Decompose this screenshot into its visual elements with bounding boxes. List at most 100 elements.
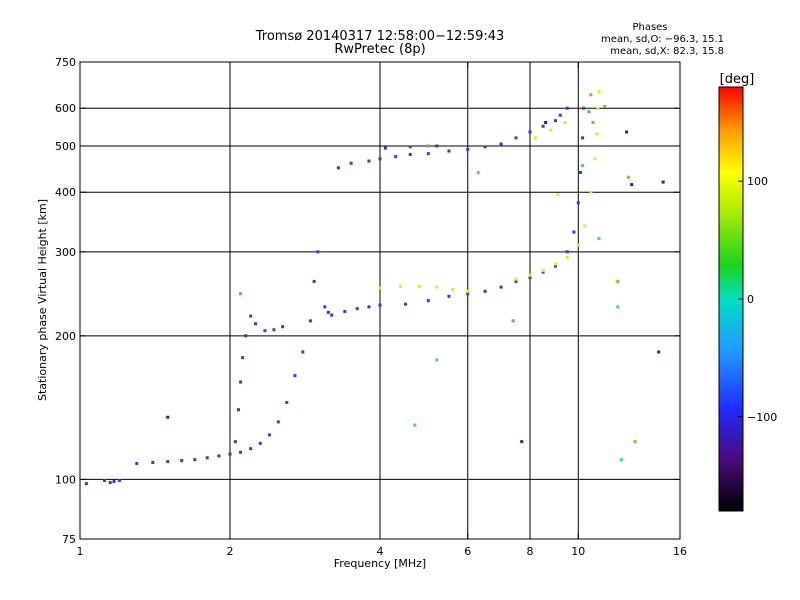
- x-tick-label: 2: [227, 545, 234, 558]
- data-point: [556, 193, 560, 197]
- data-point: [597, 236, 601, 240]
- x-axis-ticks: 1 2 4 6 8 10 16: [77, 62, 687, 558]
- x-tick-label: 4: [377, 545, 384, 558]
- data-point: [249, 314, 253, 318]
- x-tick-label: 8: [527, 545, 534, 558]
- y-tick-label: 500: [55, 140, 76, 153]
- colorbar-tick-label: 0: [747, 293, 754, 306]
- data-point: [549, 128, 553, 132]
- data-point: [597, 90, 601, 94]
- data-point: [565, 250, 569, 254]
- data-point: [572, 230, 576, 234]
- data-point: [205, 456, 209, 460]
- x-axis-label: Frequency [MHz]: [334, 557, 426, 570]
- data-point: [589, 190, 593, 194]
- data-point: [413, 423, 417, 427]
- data-point: [595, 132, 599, 136]
- data-point: [378, 303, 382, 307]
- data-point: [514, 279, 518, 283]
- data-point: [528, 130, 532, 134]
- chart-subtitle: RwPretec (8p): [334, 42, 425, 57]
- data-point: [285, 400, 289, 404]
- data-point: [276, 420, 280, 424]
- data-point: [593, 157, 597, 161]
- data-point: [466, 147, 470, 151]
- data-point: [228, 452, 232, 456]
- data-points: [84, 90, 665, 486]
- y-tick-label: 300: [55, 246, 76, 259]
- data-point: [499, 285, 503, 289]
- data-point: [528, 276, 532, 280]
- data-point: [435, 144, 439, 148]
- data-point: [426, 144, 430, 148]
- data-point: [343, 309, 347, 313]
- x-tick-label: 16: [673, 545, 687, 558]
- data-point: [378, 286, 382, 290]
- data-point: [578, 170, 582, 174]
- phase-box-x: mean, sd,X: 82.3, 15.8: [610, 46, 724, 57]
- data-point: [135, 461, 139, 465]
- x-tick-label: 1: [77, 545, 84, 558]
- data-point: [616, 279, 620, 283]
- data-point: [514, 277, 518, 281]
- data-point: [239, 292, 243, 296]
- y-tick-label: 400: [55, 186, 76, 199]
- colorbar-label: [deg]: [720, 72, 755, 87]
- colorbar-ticks: 100 0 −100: [738, 175, 777, 424]
- data-point: [316, 250, 320, 254]
- y-tick-label: 600: [55, 102, 76, 115]
- data-point: [244, 334, 248, 338]
- colorbar-tick-label: 100: [747, 175, 768, 188]
- y-tick-label: 750: [55, 56, 76, 69]
- data-point: [476, 170, 480, 174]
- phase-box-o: mean, sd,O: −96.3, 15.1: [601, 34, 724, 45]
- data-point: [625, 130, 629, 134]
- data-point: [383, 146, 387, 150]
- data-point: [541, 270, 545, 274]
- data-point: [408, 145, 412, 149]
- data-point: [520, 440, 524, 444]
- data-point: [565, 255, 569, 259]
- y-tick-label: 200: [55, 330, 76, 343]
- data-point: [166, 415, 170, 419]
- data-point: [378, 157, 382, 161]
- data-point: [394, 155, 398, 159]
- y-axis-label: Stationary phase Virtual Height [km]: [36, 199, 49, 401]
- data-point: [553, 264, 557, 268]
- data-point: [239, 380, 243, 384]
- data-point: [408, 152, 412, 156]
- data-point: [466, 292, 470, 296]
- data-point: [619, 458, 623, 462]
- data-point: [576, 243, 580, 247]
- data-point: [499, 142, 503, 146]
- data-point: [451, 288, 455, 292]
- x-tick-label: 10: [571, 545, 585, 558]
- data-point: [166, 460, 170, 464]
- data-point: [581, 136, 585, 140]
- data-point: [417, 284, 421, 288]
- data-point: [582, 106, 586, 110]
- data-point: [112, 479, 116, 483]
- data-point: [399, 284, 403, 288]
- data-point: [217, 454, 221, 458]
- data-point: [272, 328, 276, 332]
- data-point: [466, 289, 470, 293]
- data-point: [241, 356, 245, 360]
- data-point: [367, 305, 371, 309]
- data-point: [236, 408, 240, 412]
- data-point: [541, 269, 545, 273]
- data-point: [403, 302, 407, 306]
- data-point: [483, 289, 487, 293]
- data-point: [603, 105, 607, 109]
- data-point: [301, 350, 305, 354]
- data-point: [253, 322, 257, 326]
- data-point: [267, 433, 271, 437]
- data-point: [447, 294, 451, 298]
- data-point: [426, 152, 430, 156]
- data-point: [180, 459, 184, 463]
- data-point: [626, 175, 630, 179]
- data-point: [151, 461, 155, 465]
- data-point: [553, 262, 557, 266]
- data-point: [591, 121, 595, 125]
- data-point: [533, 136, 537, 140]
